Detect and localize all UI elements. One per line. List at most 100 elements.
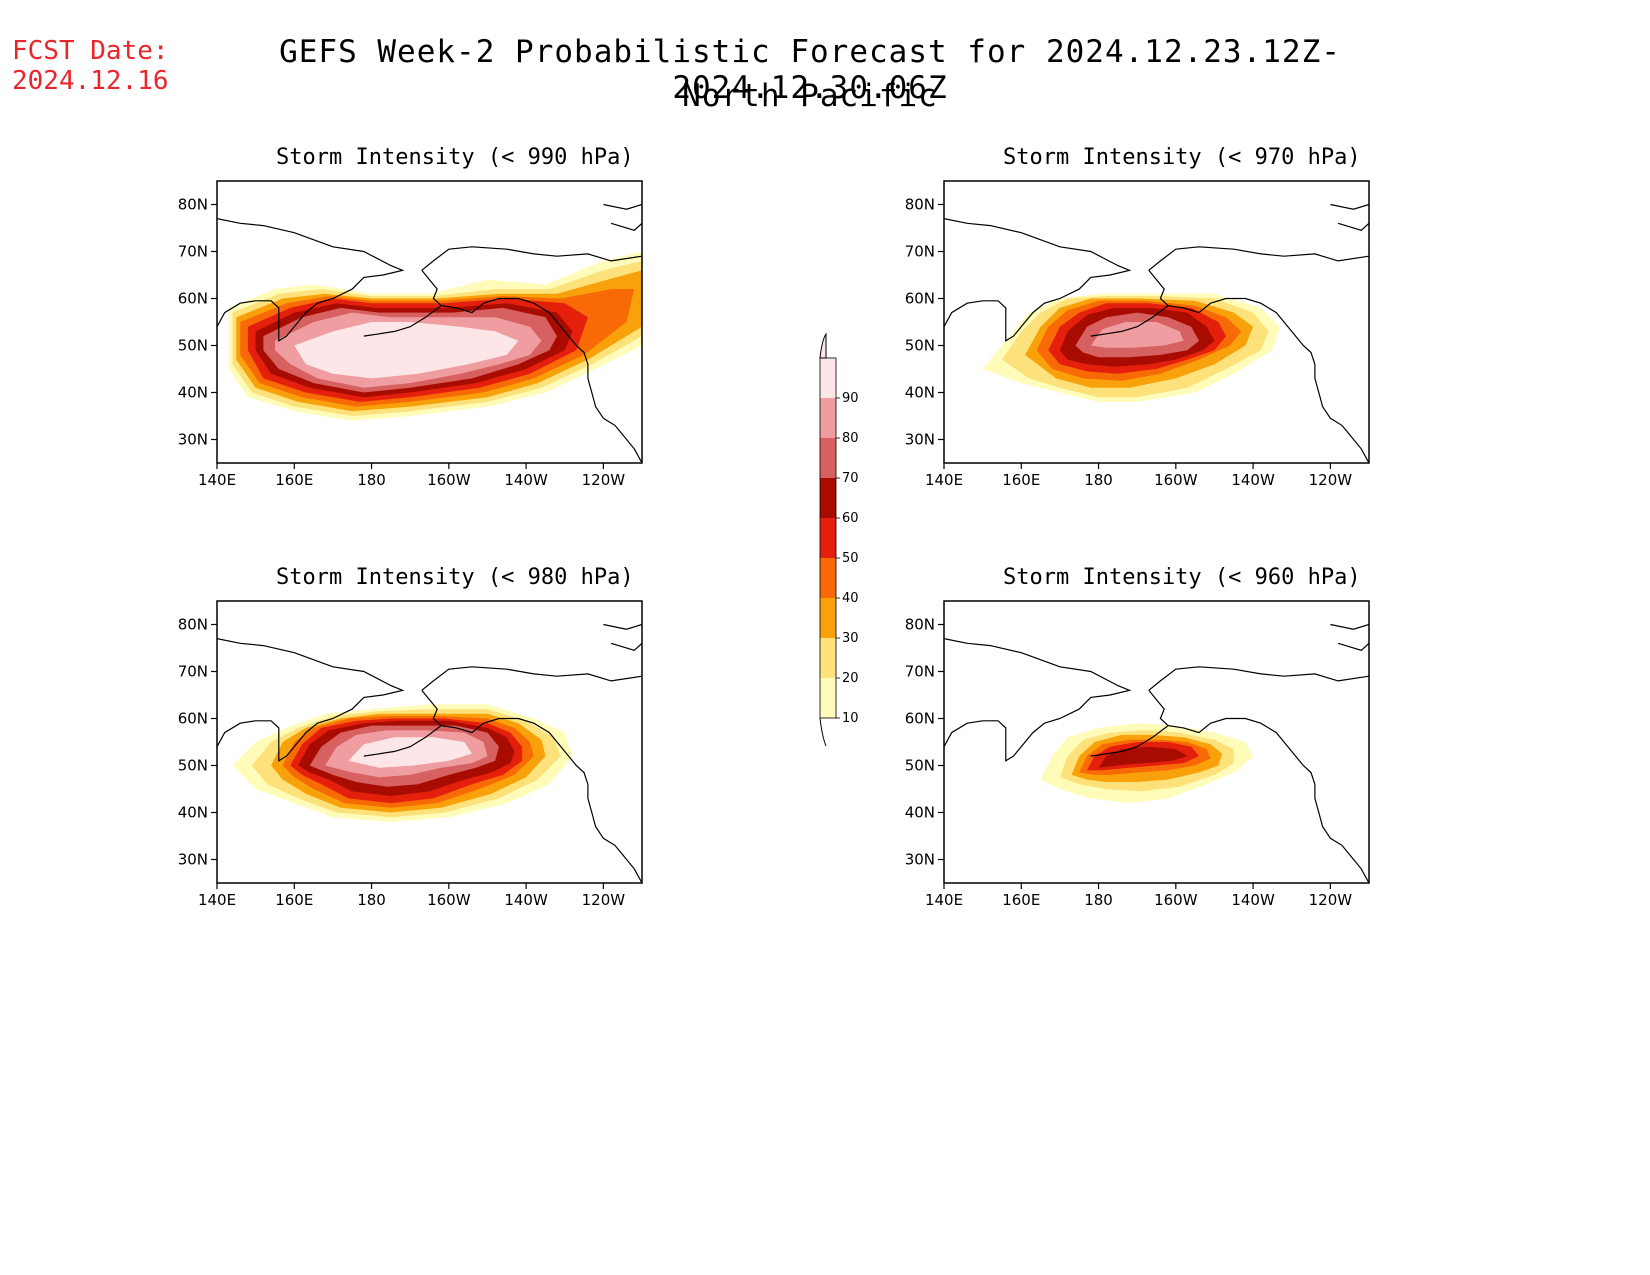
map-frame: [943, 180, 1370, 464]
colorbar-swatch: [820, 558, 836, 598]
lon-tick-label: 180: [1084, 891, 1113, 909]
colorbar: 10 20 30 40 50 60 70 80 90: [819, 332, 859, 747]
coastline: [1337, 642, 1369, 651]
coastline: [421, 246, 642, 271]
lat-tick-label: 70N: [178, 243, 208, 261]
colorbar-swatch: [820, 358, 836, 398]
coastline: [421, 689, 642, 883]
coastline: [1148, 246, 1369, 271]
coastline: [610, 222, 642, 231]
coastline: [603, 623, 642, 630]
coastline: [363, 305, 442, 337]
colorbar-label: 60: [842, 511, 859, 526]
coastline: [610, 642, 642, 651]
coastline: [1148, 689, 1369, 883]
lat-tick-label: 30N: [178, 851, 208, 869]
colorbar-label: 50: [842, 551, 859, 566]
colorbar-label: 30: [842, 631, 859, 646]
coastline: [1330, 623, 1369, 630]
lat-tick-label: 70N: [905, 243, 935, 261]
lon-tick-label: 160W: [1154, 891, 1198, 909]
lon-tick-label: 140W: [1231, 471, 1275, 489]
lat-tick-label: 70N: [905, 663, 935, 681]
lat-tick-label: 60N: [905, 710, 935, 728]
lon-tick-label: 160W: [427, 891, 471, 909]
colorbar-swatch: [820, 398, 836, 438]
lat-tick-label: 60N: [178, 290, 208, 308]
coastline: [1148, 269, 1369, 463]
lat-tick-label: 50N: [905, 337, 935, 355]
page-subtitle: North Pacific: [682, 78, 938, 114]
lon-tick-label: 140E: [198, 471, 236, 489]
coastline: [363, 725, 442, 757]
lon-tick-label: 160E: [275, 471, 313, 489]
forecast-date-block: FCST Date: 2024.12.16: [12, 36, 169, 96]
lat-tick-label: 60N: [905, 290, 935, 308]
lat-tick-label: 80N: [905, 196, 935, 214]
forecast-date-value: 2024.12.16: [12, 66, 169, 96]
lat-tick-label: 70N: [178, 663, 208, 681]
panel-960: Storm Intensity (< 960 hPa) 140E 160E 180 1…: [887, 565, 1527, 945]
colorbar-label: 10: [842, 711, 859, 726]
forecast-date-label: FCST Date:: [12, 36, 169, 66]
map-frame: [216, 600, 643, 884]
lon-tick-label: 140W: [1231, 891, 1275, 909]
lon-tick-label: 180: [357, 471, 386, 489]
lat-tick-label: 40N: [905, 804, 935, 822]
lat-tick-label: 40N: [178, 804, 208, 822]
colorbar-swatch: [820, 678, 836, 718]
lat-tick-label: 50N: [178, 757, 208, 775]
lon-tick-label: 120W: [1309, 471, 1353, 489]
colorbar-swatch: [820, 478, 836, 518]
panel-980: Storm Intensity (< 980 hPa) 140E 160E 180 1…: [160, 565, 800, 945]
map-frame: [216, 180, 643, 464]
lat-tick-label: 30N: [905, 851, 935, 869]
panel-title-990: Storm Intensity (< 990 hPa): [276, 145, 634, 170]
lon-tick-label: 120W: [582, 471, 626, 489]
lon-tick-label: 160E: [1002, 891, 1040, 909]
lat-tick-label: 80N: [178, 616, 208, 634]
lon-tick-label: 140E: [925, 471, 963, 489]
lon-tick-label: 160W: [1154, 471, 1198, 489]
lat-tick-label: 30N: [905, 431, 935, 449]
colorbar-label: 90: [842, 391, 859, 406]
coastline: [217, 638, 405, 762]
coastline: [1148, 666, 1369, 691]
colorbar-swatch: [820, 598, 836, 638]
lon-tick-label: 120W: [1309, 891, 1353, 909]
coastline: [603, 203, 642, 210]
coastline: [1090, 305, 1169, 337]
lon-tick-label: 160W: [427, 471, 471, 489]
colorbar-label: 20: [842, 671, 859, 686]
probability-contour-80: [1090, 322, 1184, 348]
lon-tick-label: 120W: [582, 891, 626, 909]
probability-contour-90: [348, 737, 472, 768]
coastline: [1330, 203, 1369, 210]
lon-tick-label: 140E: [198, 891, 236, 909]
lon-tick-label: 160E: [1002, 471, 1040, 489]
panel-title-980: Storm Intensity (< 980 hPa): [276, 565, 634, 590]
panel-title-970: Storm Intensity (< 970 hPa): [1003, 145, 1361, 170]
probability-contour-90: [294, 322, 519, 379]
lat-tick-label: 50N: [905, 757, 935, 775]
lon-tick-label: 160E: [275, 891, 313, 909]
page-title: GEFS Week-2 Probabilistic Forecast for 2…: [279, 34, 1341, 106]
panel-title-960: Storm Intensity (< 960 hPa): [1003, 565, 1361, 590]
lat-tick-label: 60N: [178, 710, 208, 728]
colorbar-swatch: [820, 638, 836, 678]
lon-tick-label: 140E: [925, 891, 963, 909]
lat-tick-label: 40N: [905, 384, 935, 402]
colorbar-label: 40: [842, 591, 859, 606]
map-970: 140E 160E 180 160W 140W 120W 80N 70N 60N 50N 40N 30…: [905, 180, 1370, 489]
coastline: [944, 638, 1132, 762]
lon-tick-label: 140W: [504, 891, 548, 909]
map-980: 140E 160E 180 160W 140W 120W 80N 70N 60N 50N 40N 30…: [178, 600, 643, 909]
lon-tick-label: 180: [357, 891, 386, 909]
coastline: [944, 218, 1132, 342]
colorbar-swatch: [820, 438, 836, 478]
lat-tick-label: 50N: [178, 337, 208, 355]
lat-tick-label: 80N: [178, 196, 208, 214]
coastline: [1337, 222, 1369, 231]
lat-tick-label: 40N: [178, 384, 208, 402]
colorbar-label: 70: [842, 471, 859, 486]
